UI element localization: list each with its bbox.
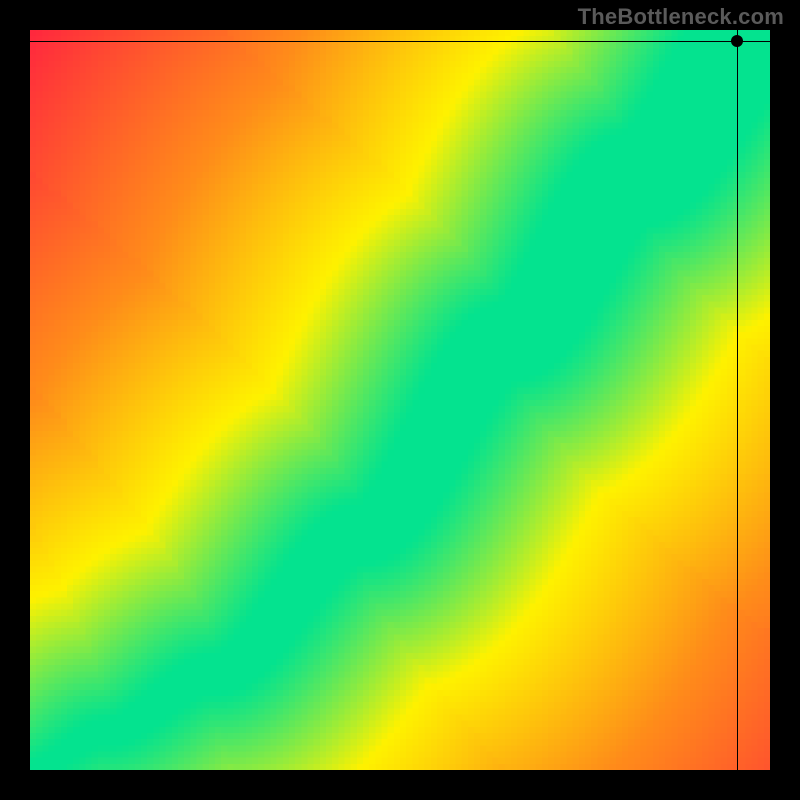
plot-area — [30, 30, 770, 770]
crosshair-horizontal — [30, 41, 770, 42]
watermark-text: TheBottleneck.com — [578, 4, 784, 30]
heatmap-canvas — [30, 30, 770, 770]
marker-dot — [731, 35, 743, 47]
figure-container: { "watermark": "TheBottleneck.com", "can… — [0, 0, 800, 800]
crosshair-vertical — [737, 30, 738, 770]
